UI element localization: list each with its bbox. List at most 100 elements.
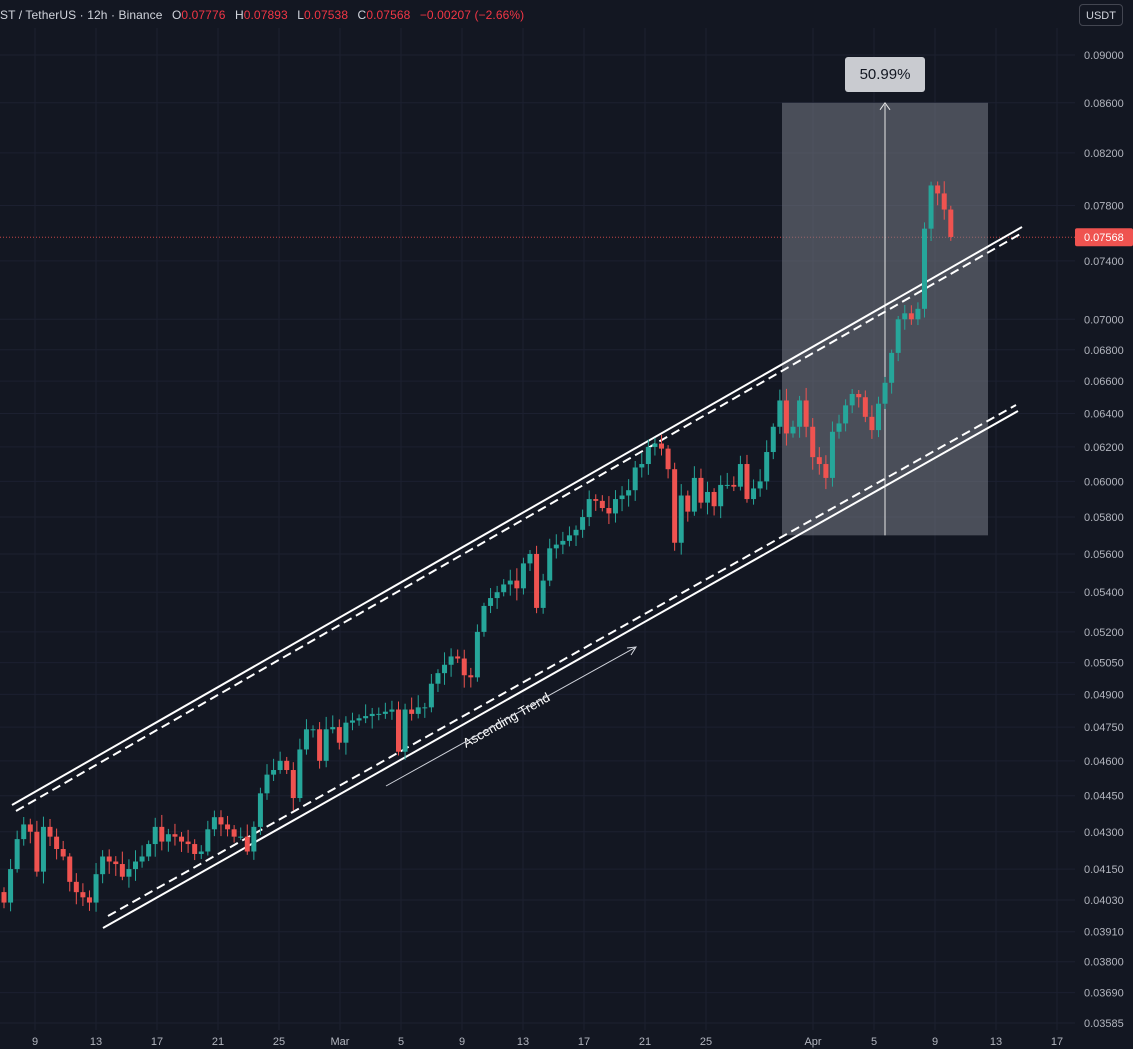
candle-up xyxy=(875,396,881,438)
candle-body xyxy=(415,707,421,714)
candle-body xyxy=(829,431,835,478)
candle-body xyxy=(875,403,881,431)
candle-body xyxy=(724,484,730,486)
candle-body xyxy=(179,836,185,842)
candle-body xyxy=(797,400,803,427)
candle-down xyxy=(744,454,750,503)
candle-body xyxy=(185,841,191,845)
candle-body xyxy=(343,722,349,743)
candle-up xyxy=(152,817,158,857)
high-label: H xyxy=(234,8,244,22)
candle-down xyxy=(908,305,914,325)
candle-body xyxy=(816,457,822,465)
candle-body xyxy=(409,709,415,714)
channel-lower-dashed-line xyxy=(107,404,1017,917)
candle-up xyxy=(645,439,651,475)
candle-down xyxy=(86,890,92,911)
channel-upper-line xyxy=(11,226,1023,806)
candle-up xyxy=(586,490,592,527)
candle-up xyxy=(566,526,572,547)
y-tick-label: 0.08600 xyxy=(1084,98,1124,110)
candle-body xyxy=(626,490,632,496)
candle-down xyxy=(461,649,467,688)
candle-up xyxy=(93,863,99,912)
candle-up xyxy=(619,486,625,512)
candle-body xyxy=(297,749,303,799)
candle-body xyxy=(330,727,336,730)
candle-body xyxy=(678,495,684,543)
candle-body xyxy=(705,491,711,503)
x-tick-label: Mar xyxy=(331,1036,350,1048)
candle-body xyxy=(902,313,908,320)
candle-down xyxy=(172,823,178,846)
candle-up xyxy=(724,472,730,489)
candle-body xyxy=(619,495,625,500)
candle-up xyxy=(264,764,270,800)
candle-body xyxy=(455,656,461,659)
y-tick-label: 0.03800 xyxy=(1084,957,1124,969)
candle-body xyxy=(428,683,434,708)
x-tick-label: Apr xyxy=(804,1036,821,1048)
candle-body xyxy=(80,892,86,898)
candle-up xyxy=(133,850,138,881)
candle-body xyxy=(908,313,914,320)
candle-down xyxy=(665,445,671,479)
x-tick-label: 5 xyxy=(871,1036,877,1048)
candle-body xyxy=(336,727,342,743)
candle-body xyxy=(159,826,165,842)
candle-down xyxy=(119,851,125,881)
candle-body xyxy=(435,673,441,684)
candle-body xyxy=(718,484,724,507)
candle-body xyxy=(836,423,842,432)
measure-arrow-head xyxy=(879,101,891,111)
candle-down xyxy=(396,701,401,756)
candle-up xyxy=(678,484,684,555)
trend-annotation: Ascending Trend xyxy=(385,646,637,787)
candle-body xyxy=(14,839,20,870)
candle-body xyxy=(73,881,79,893)
y-tick-label: 0.04750 xyxy=(1084,722,1124,734)
candle-down xyxy=(869,405,875,439)
candle-down xyxy=(468,667,474,688)
current-price-label: 0.07568 xyxy=(1084,232,1124,244)
candle-up xyxy=(691,466,697,516)
candle-body xyxy=(652,443,658,447)
y-tick-label: 0.03910 xyxy=(1084,927,1124,939)
trend-arrow-head xyxy=(626,646,637,656)
candle-body xyxy=(349,720,355,723)
currency-button[interactable]: USDT xyxy=(1079,4,1123,26)
y-tick-label: 0.06600 xyxy=(1084,376,1124,388)
candle-up xyxy=(494,585,500,609)
close-value: 0.07568 xyxy=(366,8,411,22)
candle-body xyxy=(928,185,934,229)
candle-body xyxy=(290,770,296,799)
candle-down xyxy=(106,849,112,874)
candle-body xyxy=(553,544,559,549)
candle-up xyxy=(389,700,395,720)
candle-down xyxy=(73,873,79,905)
y-tick-label: 0.05050 xyxy=(1084,658,1124,670)
candle-body xyxy=(165,834,171,842)
candle-up xyxy=(507,569,513,596)
candle-body xyxy=(580,517,586,530)
candle-body xyxy=(8,869,14,903)
x-tick-label: 25 xyxy=(700,1036,712,1048)
candle-body xyxy=(659,443,664,449)
candle-down xyxy=(284,756,290,775)
candle-body xyxy=(146,844,152,857)
candle-body xyxy=(474,631,480,678)
candle-up xyxy=(100,850,106,884)
candle-body xyxy=(34,831,40,872)
x-tick-label: 13 xyxy=(90,1036,102,1048)
candle-body xyxy=(520,563,526,589)
candle-up xyxy=(277,751,283,774)
x-tick-label: 9 xyxy=(32,1036,38,1048)
candle-body xyxy=(317,729,323,761)
candle-body xyxy=(1,892,7,903)
candle-body xyxy=(271,770,277,775)
candle-body xyxy=(376,713,382,715)
candle-body xyxy=(869,416,875,431)
candle-body xyxy=(507,580,513,585)
